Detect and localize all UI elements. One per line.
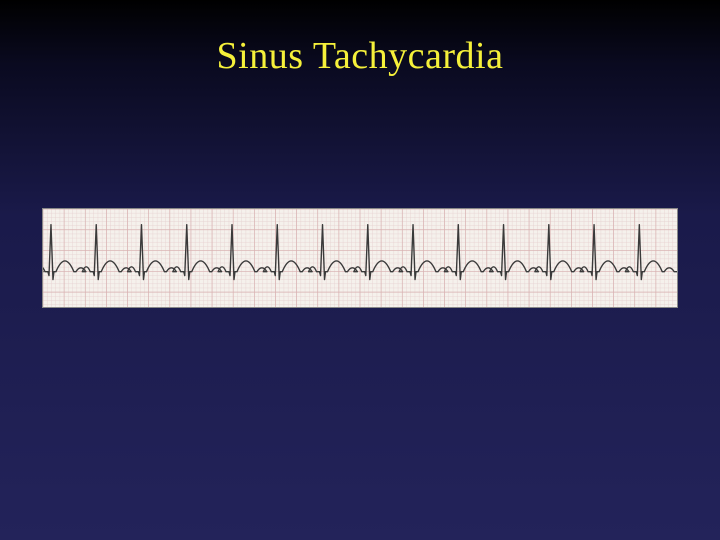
ecg-strip [42,208,678,308]
slide-title: Sinus Tachycardia [0,34,720,78]
ecg-chart [43,209,677,307]
slide: Sinus Tachycardia [0,0,720,540]
